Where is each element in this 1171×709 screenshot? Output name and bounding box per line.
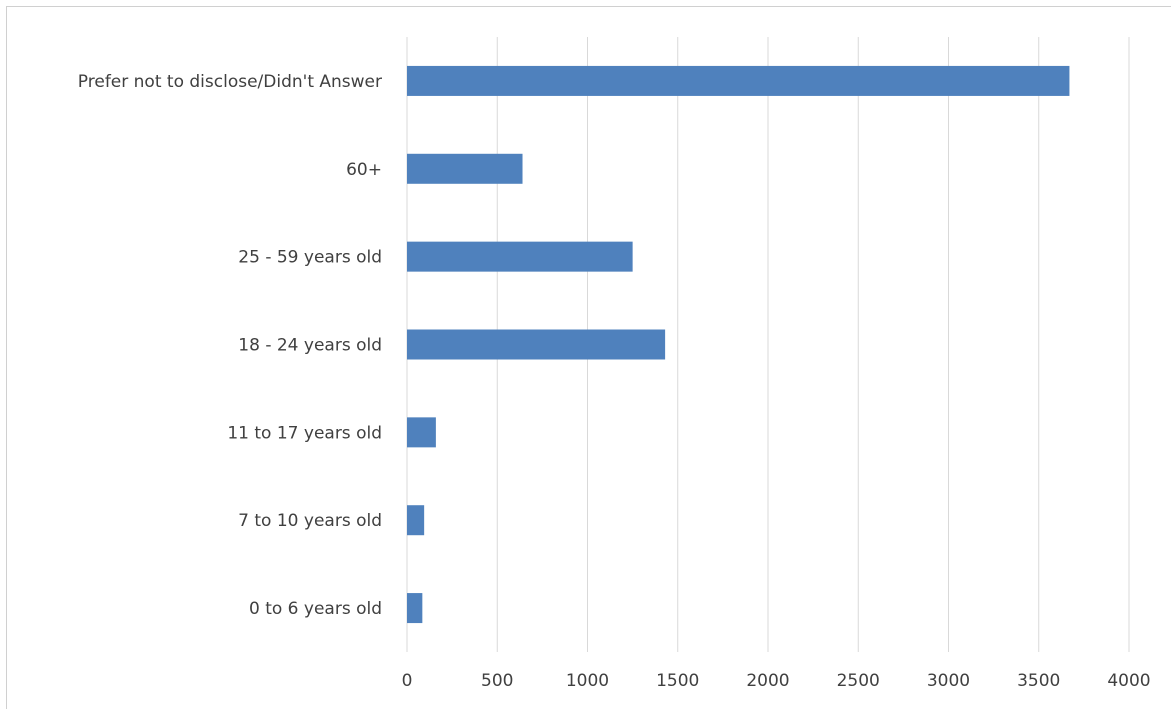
category-label: 60+ bbox=[346, 160, 382, 180]
bars bbox=[407, 65, 1070, 624]
x-axis-tick-labels: 0 500 1000 1500 2000 2500 3000 3500 4000 bbox=[402, 671, 1151, 691]
x-tick-label: 2000 bbox=[746, 671, 789, 691]
bar bbox=[407, 65, 1070, 96]
bar bbox=[407, 153, 523, 184]
category-label: 0 to 6 years old bbox=[249, 599, 382, 619]
bar bbox=[407, 329, 666, 360]
x-tick-label: 500 bbox=[481, 671, 513, 691]
category-label: Prefer not to disclose/Didn't Answer bbox=[78, 72, 382, 92]
x-tick-label: 4000 bbox=[1107, 671, 1150, 691]
x-tick-label: 0 bbox=[402, 671, 413, 691]
bar bbox=[407, 505, 425, 536]
x-tick-label: 3000 bbox=[927, 671, 970, 691]
x-tick-label: 3500 bbox=[1017, 671, 1060, 691]
category-label: 18 - 24 years old bbox=[238, 336, 382, 356]
bar bbox=[407, 241, 633, 272]
category-label: 7 to 10 years old bbox=[238, 511, 382, 531]
category-label: 11 to 17 years old bbox=[227, 423, 382, 443]
bar bbox=[407, 417, 436, 448]
x-tick-label: 2500 bbox=[837, 671, 880, 691]
category-labels: 0 to 6 years old 7 to 10 years old 11 to 1… bbox=[78, 72, 382, 619]
category-label: 25 - 59 years old bbox=[238, 248, 382, 268]
x-tick-label: 1500 bbox=[656, 671, 699, 691]
x-tick-label: 1000 bbox=[566, 671, 609, 691]
bar bbox=[407, 593, 423, 624]
